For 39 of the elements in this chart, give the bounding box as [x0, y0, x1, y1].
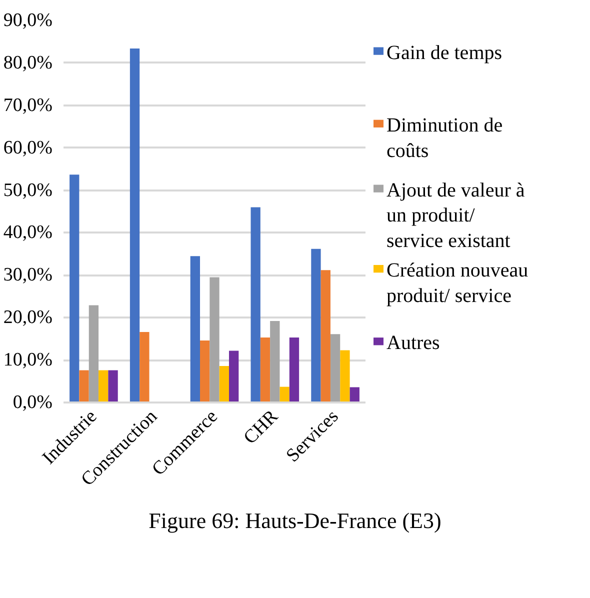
- bar: [340, 350, 350, 402]
- x-tick-label: CHR: [240, 406, 283, 449]
- bar: [250, 207, 260, 402]
- bar: [260, 338, 270, 402]
- bar: [70, 174, 80, 402]
- bar: [311, 248, 321, 402]
- bar: [280, 386, 290, 402]
- bar: [200, 340, 210, 402]
- text: Figure 69: Hauts-De-France (E3): [148, 507, 442, 535]
- legend-label: Diminution de coûts: [386, 114, 503, 162]
- y-tick-label: 0,0%: [12, 392, 53, 413]
- bar: [210, 277, 220, 402]
- legend-label: Ajout de valeur à un produit/ service existant: [386, 179, 525, 252]
- y-tick-label: 80,0%: [3, 52, 53, 74]
- bar: [350, 387, 360, 402]
- y-tick-label: 20,0%: [3, 307, 53, 328]
- legend-label: Autres: [386, 332, 440, 354]
- y-tick-label: 70,0%: [3, 94, 53, 116]
- y-tick-label: 10,0%: [3, 350, 53, 371]
- y-tick-label: 50,0%: [3, 180, 53, 201]
- y-tick-label: 40,0%: [3, 222, 53, 244]
- bar: [98, 370, 108, 402]
- y-tick-label: 90,0%: [3, 10, 53, 31]
- y-tick-label: 60,0%: [3, 137, 53, 158]
- legend-label: Création nouveau produit/ service: [386, 260, 528, 307]
- bar: [289, 338, 300, 402]
- bar: [79, 370, 89, 402]
- bar: [190, 256, 200, 402]
- y-tick-label: 30,0%: [3, 264, 53, 286]
- bar: [108, 370, 118, 402]
- bar: [140, 332, 150, 402]
- bar: [88, 305, 99, 402]
- bar: [270, 321, 280, 402]
- bar: [330, 334, 340, 402]
- bar: [219, 366, 229, 402]
- legend-label: Gain de temps: [386, 42, 502, 64]
- bar: [320, 270, 330, 402]
- bar: [130, 48, 140, 402]
- bar: [228, 350, 239, 402]
